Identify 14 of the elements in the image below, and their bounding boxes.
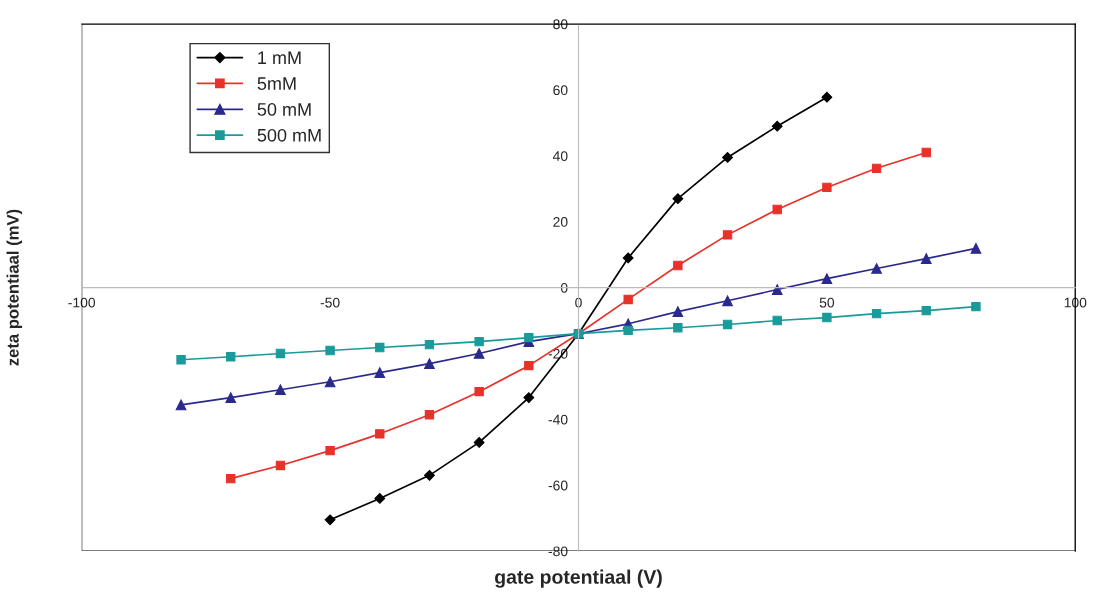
y-tick-label: 40 bbox=[552, 151, 568, 161]
x-tick-label: -100 bbox=[68, 297, 96, 308]
y-tick-label: 60 bbox=[553, 85, 568, 96]
legend-label: 50 mM bbox=[257, 103, 311, 116]
y-tick-label: -40 bbox=[548, 414, 568, 425]
y-axis-title: zeta potentiaal (mV) bbox=[6, 209, 23, 366]
legend-label: 500 mM bbox=[257, 128, 321, 142]
legend-label: 1 mM bbox=[258, 51, 301, 64]
y-tick-label: 20 bbox=[553, 217, 568, 227]
x-tick-label: 50 bbox=[819, 297, 835, 308]
legend-label: 5mM bbox=[257, 77, 296, 90]
x-tick-label: -50 bbox=[320, 297, 340, 308]
y-tick-label: -60 bbox=[548, 480, 568, 491]
x-axis-title: gate potentiaal (V) bbox=[495, 569, 662, 588]
